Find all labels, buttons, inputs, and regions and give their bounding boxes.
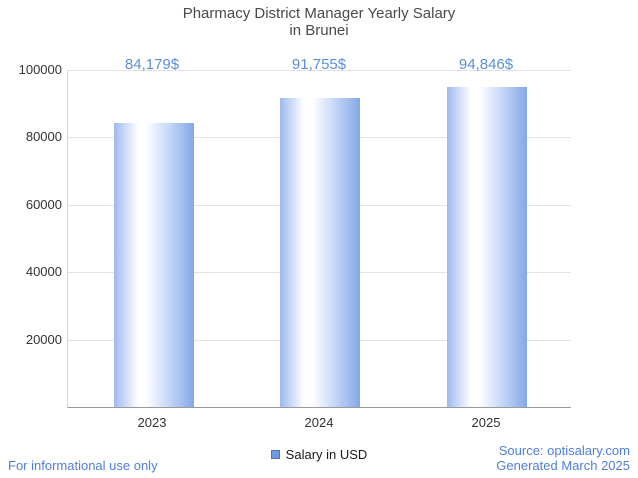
gridline [68, 70, 571, 71]
x-axis-label: 2025 [471, 415, 501, 430]
plot-area [67, 70, 571, 408]
y-axis-tick-label: 60000 [25, 197, 62, 212]
footer-source-block: Source: optisalary.com Generated March 2… [496, 443, 630, 473]
legend-swatch-icon [270, 450, 280, 459]
x-axis-label: 2023 [137, 415, 167, 430]
chart-title-line2: in Brunei [289, 22, 349, 39]
bar-2023 [113, 123, 194, 407]
y-axis-tick-label: 20000 [25, 332, 62, 347]
y-axis-tick-label: 80000 [25, 129, 62, 144]
footer-source: Source: optisalary.com [498, 443, 630, 458]
legend: Salary in USD [0, 447, 638, 462]
chart-title: Pharmacy District Manager Yearly Salary … [0, 5, 638, 39]
bar-2025 [446, 87, 527, 407]
bar-value-label: 84,179$ [124, 56, 180, 73]
bar-2024 [279, 97, 360, 407]
y-axis-tick-label: 40000 [25, 264, 62, 279]
footer-disclaimer: For informational use only [8, 458, 158, 473]
chart-title-line1: Pharmacy District Manager Yearly Salary [182, 5, 456, 22]
legend-label: Salary in USD [285, 447, 368, 462]
y-axis-tick-label: 100000 [18, 62, 62, 77]
x-axis-label: 2024 [304, 415, 334, 430]
bar-value-label: 91,755$ [291, 56, 347, 73]
bar-value-label: 94,846$ [458, 56, 514, 73]
footer-generated: Generated March 2025 [496, 458, 630, 473]
